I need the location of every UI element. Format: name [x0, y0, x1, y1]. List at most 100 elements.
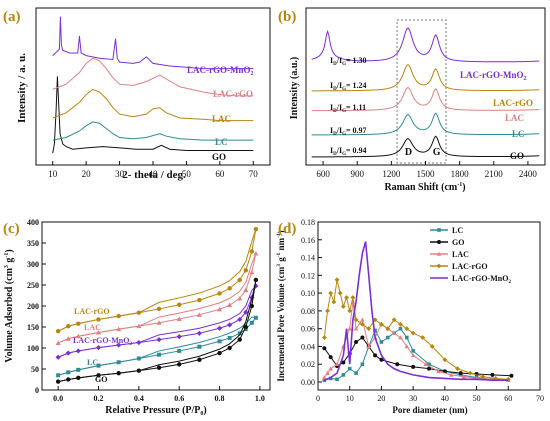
- point: [328, 355, 333, 360]
- point: [65, 350, 71, 356]
- point: [328, 366, 333, 371]
- point: [385, 335, 390, 340]
- point: [398, 321, 403, 327]
- point: [410, 353, 416, 358]
- point: [197, 344, 202, 349]
- y-tick-label: 300: [27, 260, 39, 269]
- point: [243, 268, 248, 273]
- series-LAC: [52, 88, 254, 122]
- series-label-LC: LC: [512, 129, 525, 139]
- series-LAC: [311, 87, 540, 112]
- point: [411, 364, 416, 369]
- point: [55, 329, 61, 334]
- point: [76, 321, 81, 326]
- x-tick-label: 10: [48, 169, 58, 179]
- x-tick-label: 50: [473, 394, 481, 403]
- series-label-LAC-rGO: LAC-rGO: [74, 307, 110, 316]
- point: [427, 362, 431, 367]
- point: [395, 362, 400, 367]
- point: [360, 335, 365, 340]
- point: [347, 308, 353, 314]
- point: [341, 360, 346, 365]
- point: [227, 335, 232, 340]
- x-tick-label: 0.4: [134, 394, 144, 403]
- point: [116, 342, 122, 348]
- point: [429, 344, 435, 349]
- point: [410, 330, 416, 336]
- y-tick-label: 0.16: [301, 236, 315, 245]
- point: [322, 346, 327, 351]
- point: [337, 290, 343, 296]
- peak-label-D: D: [405, 147, 412, 158]
- point: [227, 302, 233, 308]
- y-tick-label: 0.08: [301, 307, 315, 316]
- point: [372, 317, 378, 323]
- series-LAC-rGO-MnO2: [324, 241, 509, 382]
- point: [437, 228, 441, 232]
- legend-label-LAC-rGO-MnO2: LAC-rGO-MnO2: [452, 274, 511, 285]
- panel-a: 10 20 30 40 50 60 70 2- theta / deg. Intensity /…: [16, 7, 271, 181]
- point: [197, 297, 202, 303]
- y-tick-label: 0.18: [301, 218, 315, 227]
- series-label-GO: GO: [510, 151, 524, 161]
- point: [427, 366, 431, 371]
- point: [237, 277, 242, 283]
- point: [347, 326, 353, 331]
- point: [436, 263, 442, 269]
- series-label-LAC-rGO-MnO2: LAC-rGO-MnO2: [73, 336, 132, 347]
- point: [398, 335, 403, 340]
- plot-frame: [35, 7, 271, 166]
- y-tick-label: 200: [27, 302, 39, 311]
- x-tick-label: 0.8: [215, 394, 225, 403]
- point: [156, 337, 162, 343]
- point: [237, 316, 243, 323]
- point: [322, 375, 327, 380]
- x-tick-label: 0.2: [93, 394, 103, 403]
- point: [157, 352, 162, 357]
- point: [253, 251, 259, 256]
- y-tick-label: 0.14: [301, 254, 315, 263]
- x-tick-label: 0: [316, 394, 320, 403]
- point: [177, 302, 182, 307]
- series-GO-desorption: [58, 279, 257, 383]
- panel-c-label: (c): [3, 221, 20, 237]
- series-label-LAC: LAC: [84, 323, 101, 332]
- point: [56, 373, 61, 378]
- point: [217, 306, 223, 312]
- point: [95, 329, 101, 335]
- series-LAC-rGO-MnO2-desorption: [57, 285, 257, 358]
- highlight-box: [396, 19, 447, 164]
- x-tick-label: 900: [350, 169, 364, 179]
- x-tick-label: 30: [409, 394, 417, 403]
- series-label-LAC-rGO: LAC-rGO: [493, 98, 533, 108]
- legend-label-GO: GO: [452, 238, 464, 247]
- x-tick-label: 40: [441, 394, 449, 403]
- point: [216, 325, 223, 331]
- point: [347, 366, 352, 371]
- point: [55, 340, 61, 345]
- y-axis-label: Intensity / a. u.: [16, 53, 28, 123]
- point: [253, 226, 259, 232]
- point: [116, 326, 122, 332]
- point: [249, 303, 255, 309]
- x-tick-label: 600: [316, 169, 330, 179]
- x-tick-label: 2100: [485, 169, 504, 179]
- point: [321, 335, 327, 340]
- point: [366, 344, 372, 349]
- point: [249, 269, 255, 275]
- point: [391, 330, 397, 335]
- panel-d-label: (d): [278, 221, 296, 237]
- point: [448, 372, 454, 377]
- ratio-LAC: ID/IG= 1.11: [330, 103, 366, 114]
- point: [156, 306, 162, 312]
- ratio-GO: ID/IG= 0.94: [330, 146, 367, 157]
- x-tick-label: 0.6: [174, 394, 184, 403]
- point: [353, 326, 359, 331]
- x-tick-label: 1.0: [255, 394, 265, 403]
- point: [253, 315, 258, 320]
- point: [325, 308, 330, 314]
- point: [217, 350, 222, 356]
- point: [136, 310, 142, 315]
- point: [217, 291, 222, 296]
